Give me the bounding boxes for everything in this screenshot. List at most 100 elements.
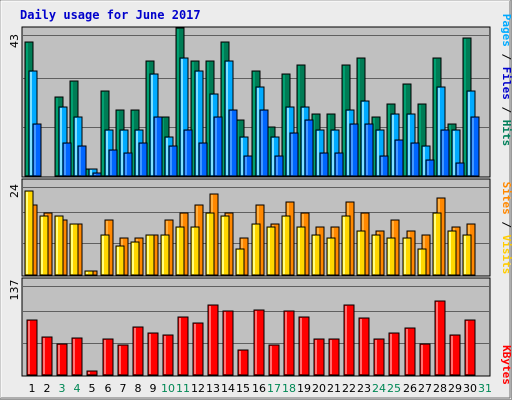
- bar-sites-day-5: [84, 270, 94, 276]
- bar-highlight-files-day-10: [166, 138, 168, 175]
- bar-highlight-hits-day-15: [237, 121, 239, 175]
- bar-kbytes-day-9: [147, 332, 159, 376]
- x-tick-label-18: 18: [282, 382, 296, 395]
- bar-highlight-files-day-13: [211, 95, 213, 175]
- bar-highlight-files-day-19: [302, 108, 304, 175]
- bar-highlight-files-day-6: [106, 131, 108, 175]
- bar-sites-day-9: [145, 234, 155, 276]
- bar-highlight-hits-day-12: [192, 62, 194, 175]
- bar-pages-day-20: [319, 152, 329, 177]
- bar-highlight-kbytes-day-28: [436, 302, 438, 374]
- bars-layer: [24, 27, 480, 376]
- bar-highlight-sites-day-12: [192, 228, 194, 274]
- x-tick-label-3: 3: [59, 382, 66, 395]
- bar-sites-day-2: [39, 215, 49, 276]
- bar-highlight-kbytes-day-5: [88, 372, 90, 374]
- bar-highlight-files-day-26: [408, 115, 410, 175]
- bar-highlight-hits-day-14: [222, 43, 224, 175]
- bar-pages-day-5: [92, 172, 102, 177]
- bar-kbytes-day-10: [162, 334, 174, 376]
- bar-highlight-sites-day-3: [56, 217, 58, 274]
- bar-highlight-pages-day-20: [321, 154, 323, 175]
- bar-sites-day-12: [190, 226, 200, 276]
- y-max-label-mid: 24: [8, 184, 21, 198]
- bar-highlight-hits-day-21: [328, 115, 330, 175]
- bar-highlight-sites-day-2: [41, 217, 43, 274]
- bar-pages-day-9: [153, 116, 163, 177]
- bar-pages-day-14: [228, 109, 238, 177]
- bar-kbytes-day-26: [404, 327, 416, 376]
- bar-pages-day-22: [349, 123, 359, 177]
- bar-sites-day-22: [341, 215, 351, 276]
- bar-kbytes-day-23: [358, 317, 370, 376]
- bar-kbytes-day-12: [192, 322, 204, 376]
- bar-highlight-files-day-25: [392, 115, 394, 175]
- bar-highlight-kbytes-day-29: [451, 336, 453, 374]
- bar-highlight-kbytes-day-12: [194, 324, 196, 374]
- bar-highlight-kbytes-day-15: [239, 351, 241, 374]
- x-tick-label-21: 21: [327, 382, 341, 395]
- bar-highlight-files-day-8: [136, 131, 138, 175]
- bar-highlight-sites-day-14: [222, 217, 224, 274]
- bar-highlight-files-day-5: [90, 170, 92, 175]
- bar-highlight-sites-day-5: [86, 272, 88, 274]
- bar-highlight-hits-day-9: [147, 62, 149, 175]
- y-max-label-top: 43: [8, 34, 21, 48]
- bar-highlight-pages-day-1: [34, 125, 36, 175]
- bar-highlight-sites-day-17: [268, 228, 270, 274]
- bar-kbytes-day-11: [177, 316, 189, 376]
- bar-pages-day-24: [379, 155, 389, 177]
- bar-kbytes-day-2: [41, 336, 53, 376]
- bar-pages-day-26: [410, 142, 420, 177]
- bar-highlight-files-day-20: [317, 131, 319, 175]
- bar-highlight-hits-day-7: [117, 111, 119, 175]
- bar-pages-day-12: [198, 142, 208, 177]
- bar-highlight-hits-day-19: [298, 66, 300, 175]
- bar-highlight-sites-day-9: [147, 236, 149, 274]
- x-tick-label-14: 14: [221, 382, 235, 395]
- bar-pages-day-21: [334, 152, 344, 177]
- bar-sites-day-26: [402, 237, 412, 276]
- bar-kbytes-day-1: [26, 319, 38, 376]
- bar-sites-day-19: [296, 226, 306, 276]
- bar-pages-day-10: [168, 145, 178, 177]
- bar-highlight-files-day-23: [362, 102, 364, 175]
- bar-highlight-sites-day-11: [177, 228, 179, 274]
- bar-highlight-hits-day-20: [313, 115, 315, 175]
- bar-highlight-sites-day-27: [419, 250, 421, 274]
- bar-pages-day-7: [123, 152, 133, 177]
- bar-highlight-kbytes-day-26: [406, 329, 408, 374]
- bar-highlight-sites-day-22: [343, 217, 345, 274]
- bar-highlight-hits-day-26: [404, 85, 406, 175]
- bar-highlight-files-day-21: [332, 131, 334, 175]
- bar-highlight-pages-day-14: [230, 111, 232, 175]
- bar-sites-day-28: [432, 212, 442, 276]
- bar-pages-day-30: [470, 116, 480, 177]
- bar-highlight-pages-day-16: [261, 111, 263, 175]
- bar-highlight-files-day-18: [287, 108, 289, 175]
- bar-highlight-sites-day-7: [117, 247, 119, 274]
- bar-kbytes-day-17: [268, 344, 280, 376]
- x-tick-label-31: 31: [478, 382, 492, 395]
- bar-highlight-pages-day-24: [381, 157, 383, 175]
- bar-pages-day-3: [62, 142, 72, 177]
- bar-kbytes-day-30: [464, 319, 476, 376]
- bar-highlight-pages-day-28: [442, 131, 444, 175]
- bar-sites-day-11: [175, 226, 185, 276]
- bar-highlight-files-day-4: [75, 118, 77, 175]
- x-tick-label-29: 29: [448, 382, 462, 395]
- bar-kbytes-day-24: [373, 338, 385, 376]
- bar-highlight-pages-day-4: [79, 147, 81, 175]
- bar-highlight-hits-day-29: [449, 125, 451, 175]
- bar-sites-day-20: [311, 234, 321, 276]
- x-tick-label-30: 30: [463, 382, 477, 395]
- bar-highlight-kbytes-day-10: [164, 336, 166, 374]
- bar-highlight-sites-day-4: [71, 225, 73, 274]
- bar-highlight-files-day-30: [468, 92, 470, 175]
- x-tick-label-5: 5: [89, 382, 96, 395]
- bar-highlight-files-day-1: [30, 72, 32, 175]
- bar-sites-day-25: [386, 237, 396, 276]
- bar-highlight-sites-day-25: [388, 239, 390, 274]
- bar-sites-day-14: [220, 215, 230, 276]
- x-axis-labels: 1 2 3 4 5 6 7 8 9 10 11 12 13 14 15 16 17 18 19 20 21 22 23 24 2…: [29, 382, 493, 395]
